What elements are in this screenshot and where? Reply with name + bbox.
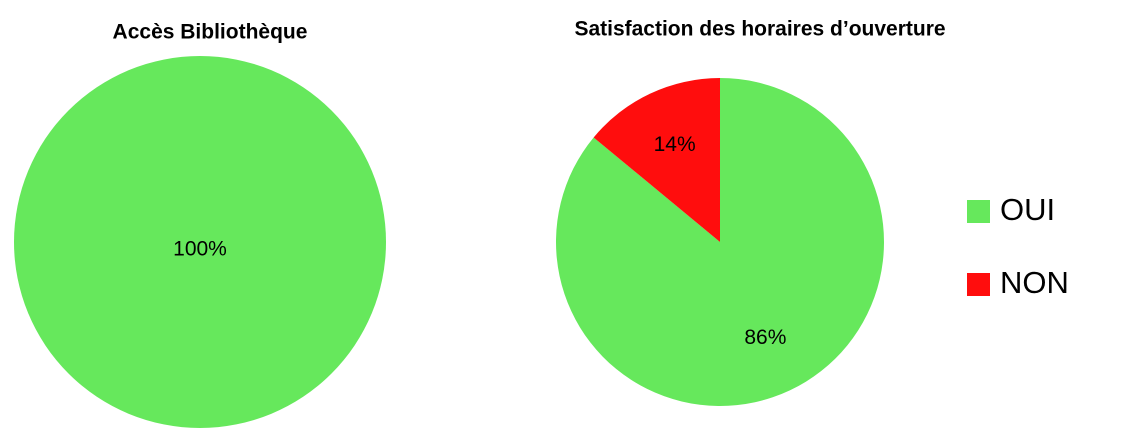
pie-slice [593,78,720,242]
chart-title: Satisfaction des horaires d’ouverture [574,18,945,41]
data-label: 100% [173,238,227,261]
legend-label: OUI [1000,192,1055,227]
data-label: 86% [744,326,786,349]
chart-title: Accès Bibliothèque [113,21,308,44]
pie-slice [555,78,884,406]
legend-label: NON [1000,265,1069,300]
legend-swatch [967,273,990,296]
data-label: 14% [654,133,696,156]
legend-swatch [967,200,990,223]
pie-slice [14,56,386,428]
